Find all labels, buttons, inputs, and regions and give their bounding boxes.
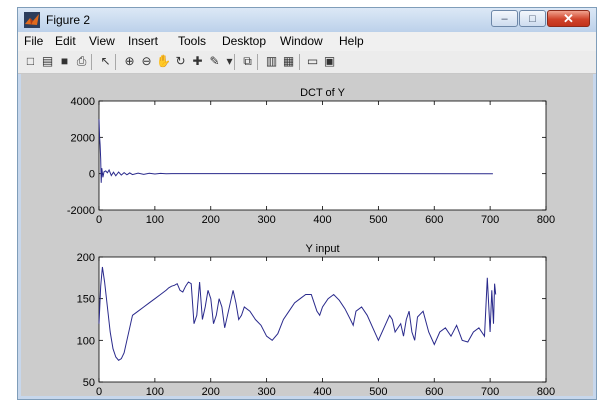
toolbar-separator bbox=[257, 54, 258, 70]
x-tick-label: 300 bbox=[257, 214, 275, 226]
menu-help[interactable]: Help bbox=[339, 34, 364, 48]
title-bar[interactable]: Figure 2 – □ ✕ bbox=[18, 8, 596, 32]
x-tick-label: 400 bbox=[313, 386, 331, 398]
axes-box bbox=[98, 100, 547, 211]
matlab-logo-icon bbox=[24, 12, 40, 28]
x-tick-label: 700 bbox=[481, 386, 499, 398]
figure-window: Figure 2 – □ ✕ File Edit View Insert Too… bbox=[17, 7, 597, 400]
menu-bar: File Edit View Insert Tools Desktop Wind… bbox=[18, 32, 596, 51]
x-tick-label: 700 bbox=[481, 214, 499, 226]
axes-box bbox=[98, 256, 547, 383]
brush-dropdown-icon[interactable]: ▾ bbox=[226, 54, 233, 68]
save-icon[interactable]: ■ bbox=[60, 54, 69, 68]
x-tick-label: 200 bbox=[202, 386, 220, 398]
y-tick-label: 4000 bbox=[71, 96, 95, 108]
zoom-in-icon[interactable]: ⊕ bbox=[124, 54, 135, 68]
series-line bbox=[98, 119, 493, 183]
zoom-out-icon[interactable]: ⊖ bbox=[141, 54, 152, 68]
pan-hand-icon[interactable]: ✋ bbox=[156, 54, 171, 68]
menu-desktop[interactable]: Desktop bbox=[222, 34, 267, 48]
menu-edit[interactable]: Edit bbox=[55, 34, 76, 48]
maximize-button[interactable]: □ bbox=[519, 10, 546, 27]
x-tick-label: 500 bbox=[369, 214, 387, 226]
y-tick-label: 100 bbox=[77, 335, 95, 347]
y-tick-label: 0 bbox=[89, 169, 95, 181]
menu-window[interactable]: Window bbox=[280, 34, 323, 48]
data-cursor-icon[interactable]: ✚ bbox=[192, 54, 203, 68]
menu-file[interactable]: File bbox=[24, 34, 44, 48]
toolbar-separator bbox=[91, 54, 92, 70]
toolbar: □ ▤ ■ ⎙ ↖ ⊕ ⊖ ✋ ↻ ✚ ✎ ▾ ⧉ ▥ ▦ ▭ ▣ bbox=[18, 51, 596, 74]
axes-dct-of-y[interactable]: DCT of Y0 100 200 300 400 500 600 700 800-200002… bbox=[67, 87, 555, 226]
rotate-3d-icon[interactable]: ↻ bbox=[175, 54, 186, 68]
menu-tools[interactable]: Tools bbox=[178, 34, 207, 48]
x-tick-label: 600 bbox=[425, 214, 443, 226]
open-file-icon[interactable]: ▤ bbox=[41, 54, 54, 68]
axes-y-input[interactable]: Y input 0 100 200 300 400 500 600 700 800 50 100 150… bbox=[77, 243, 556, 398]
menu-view[interactable]: View bbox=[89, 34, 115, 48]
x-tick-label: 200 bbox=[202, 214, 220, 226]
minimize-icon: – bbox=[501, 12, 508, 25]
link-plot-icon[interactable]: ⧉ bbox=[243, 54, 252, 68]
x-tick-label: 600 bbox=[425, 386, 443, 398]
close-button[interactable]: ✕ bbox=[547, 10, 590, 27]
y-tick-label: -2000 bbox=[67, 205, 95, 217]
x-tick-label: 0 bbox=[96, 214, 102, 226]
edit-plot-pointer-icon[interactable]: ↖ bbox=[100, 54, 111, 68]
window-title: Figure 2 bbox=[46, 13, 91, 27]
close-icon: ✕ bbox=[563, 10, 574, 26]
new-figure-icon[interactable]: □ bbox=[26, 54, 35, 68]
x-tick-label: 400 bbox=[313, 214, 331, 226]
series-line bbox=[98, 266, 497, 361]
x-tick-label: 800 bbox=[537, 386, 555, 398]
toolbar-separator bbox=[115, 54, 116, 70]
insert-colorbar-icon[interactable]: ▥ bbox=[265, 54, 278, 68]
plots-canvas: DCT of Y0 100 200 300 400 500 600 700 800-200002… bbox=[67, 87, 556, 398]
window-controls: – □ ✕ bbox=[491, 10, 590, 28]
toolbar-separator bbox=[234, 54, 235, 70]
menu-insert[interactable]: Insert bbox=[128, 34, 159, 48]
show-plot-tools-icon[interactable]: ▣ bbox=[323, 54, 336, 68]
minimize-button[interactable]: – bbox=[491, 10, 518, 27]
chart-title: Y input bbox=[305, 243, 339, 255]
maximize-icon: □ bbox=[529, 12, 536, 25]
hide-plot-tools-icon[interactable]: ▭ bbox=[306, 54, 319, 68]
brush-icon[interactable]: ✎ bbox=[209, 54, 220, 68]
x-tick-label: 500 bbox=[369, 386, 387, 398]
print-icon[interactable]: ⎙ bbox=[76, 54, 87, 68]
figure-area: DCT of Y 0 100 200 300 400 500 600 700 800 -2000 0 2… bbox=[21, 74, 593, 398]
y-tick-label: 2000 bbox=[71, 132, 95, 144]
x-tick-label: 100 bbox=[146, 386, 164, 398]
x-tick-label: 300 bbox=[257, 386, 275, 398]
toolbar-separator bbox=[299, 54, 300, 70]
y-tick-label: 150 bbox=[77, 294, 95, 306]
insert-legend-icon[interactable]: ▦ bbox=[282, 54, 295, 68]
x-tick-label: 800 bbox=[537, 214, 555, 226]
chart-title: DCT of Y bbox=[300, 87, 345, 99]
y-tick-label: 200 bbox=[77, 252, 95, 264]
x-tick-label: 100 bbox=[146, 214, 164, 226]
x-tick-label: 0 bbox=[96, 386, 102, 398]
y-tick-label: 50 bbox=[83, 377, 95, 389]
